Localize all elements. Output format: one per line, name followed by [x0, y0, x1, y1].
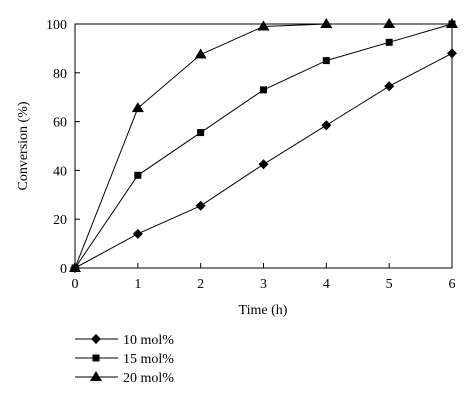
series-markers — [69, 18, 458, 273]
data-point-triangle — [383, 18, 396, 28]
data-point-triangle — [320, 18, 333, 28]
data-point-diamond — [321, 120, 332, 131]
x-tick-label: 6 — [449, 277, 456, 292]
data-point-diamond — [447, 48, 457, 59]
legend-marker-square — [92, 354, 100, 362]
y-tick-label: 40 — [53, 164, 67, 179]
y-axis-ticks: 0 20 40 60 80 100 — [46, 18, 80, 277]
x-tick-label: 3 — [260, 277, 267, 292]
legend-marker-diamond — [91, 334, 101, 344]
data-point-diamond — [384, 81, 395, 92]
data-point-triangle — [257, 20, 270, 31]
data-point-diamond — [132, 228, 143, 239]
legend-label: 15 mol% — [123, 352, 174, 367]
legend-marker-triangle — [90, 371, 102, 381]
data-point-diamond — [195, 200, 206, 211]
series-line-triangle — [74, 23, 452, 269]
data-point-triangle — [69, 262, 81, 272]
data-point-triangle — [131, 102, 144, 113]
x-tick-label: 2 — [197, 277, 204, 292]
x-tick-label: 0 — [72, 277, 79, 292]
data-point-square — [385, 38, 393, 46]
x-axis-label: Time (h) — [239, 303, 288, 318]
y-axis-label: Conversion (%) — [16, 101, 31, 190]
plot-area-frame — [74, 23, 453, 269]
y-tick-label: 60 — [53, 116, 67, 131]
series-line-square — [74, 23, 453, 269]
data-point-square — [134, 171, 142, 179]
y-tick-label: 100 — [46, 18, 67, 33]
x-tick-label: 4 — [323, 277, 330, 292]
data-point-square — [260, 86, 267, 94]
data-point-triangle — [446, 18, 458, 28]
y-tick-label: 0 — [60, 262, 67, 277]
y-tick-label: 80 — [53, 67, 67, 82]
x-axis-ticks: 0 1 2 3 4 5 6 — [72, 263, 456, 292]
y-tick-label: 20 — [53, 213, 67, 228]
legend: 10 mol% 15 mol% 20 mol% — [75, 333, 174, 386]
data-point-square — [322, 57, 330, 65]
data-point-diamond — [258, 159, 269, 170]
x-tick-label: 5 — [386, 277, 393, 292]
legend-label: 20 mol% — [123, 371, 174, 386]
legend-label: 10 mol% — [123, 333, 174, 348]
x-tick-label: 1 — [134, 277, 141, 292]
data-point-triangle — [194, 48, 207, 59]
data-point-square — [197, 129, 205, 137]
series-lines — [74, 23, 453, 269]
